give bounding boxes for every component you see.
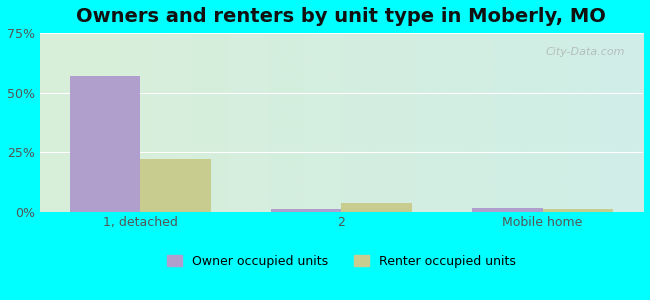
Bar xyxy=(140,159,211,212)
Legend: Owner occupied units, Renter occupied units: Owner occupied units, Renter occupied un… xyxy=(162,250,521,273)
Bar xyxy=(70,76,140,212)
Bar xyxy=(341,203,412,212)
Text: City-Data.com: City-Data.com xyxy=(545,47,625,57)
Bar xyxy=(472,208,543,211)
Bar xyxy=(271,209,341,212)
Title: Owners and renters by unit type in Moberly, MO: Owners and renters by unit type in Mober… xyxy=(77,7,606,26)
Bar xyxy=(543,209,613,212)
